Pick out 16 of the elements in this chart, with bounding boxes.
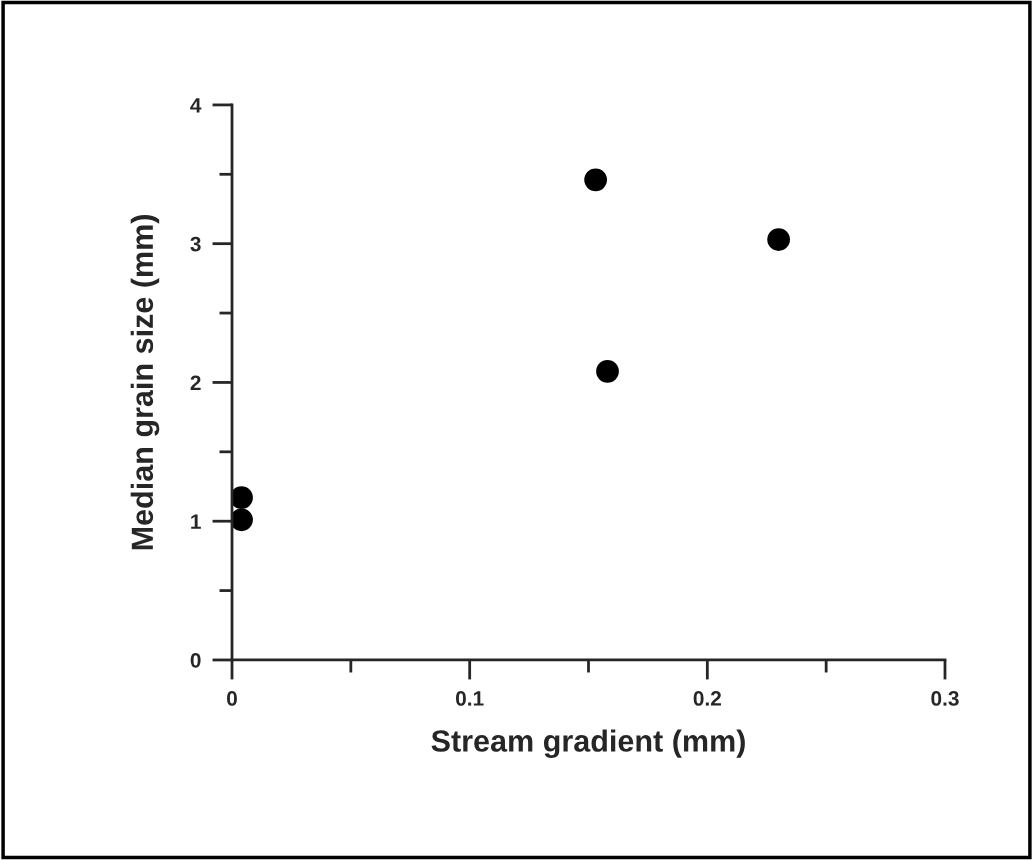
y-axis-title: Median grain size (mm) [130, 215, 160, 550]
y-tick-label: 4 [190, 98, 202, 113]
point [232, 486, 253, 509]
y-tick-label: 3 [190, 236, 201, 252]
x-tick-label: 0.2 [693, 691, 721, 706]
x-tick-label: 0 [227, 691, 237, 706]
point [596, 359, 619, 383]
point [584, 168, 608, 192]
x-axis-title: Stream gradient (mm) [431, 729, 745, 758]
y-tick-label: 0 [190, 652, 201, 668]
x-tick-label: 0.3 [931, 691, 959, 706]
y-tick-label: 1 [191, 514, 201, 529]
y-tick-label: 2 [190, 375, 201, 390]
point [232, 508, 253, 532]
x-tick-label: 0.1 [456, 691, 484, 706]
point [767, 228, 791, 251]
